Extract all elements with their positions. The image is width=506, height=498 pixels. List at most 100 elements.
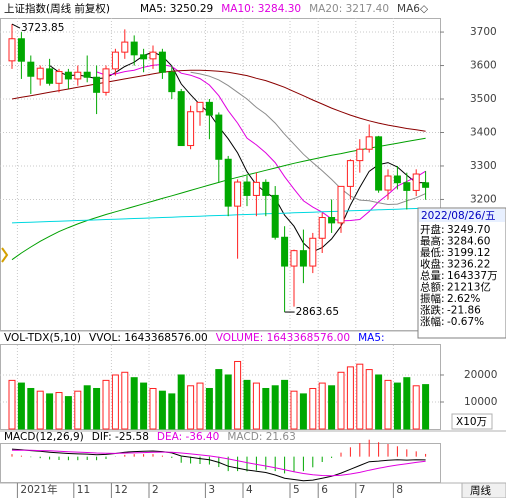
legend-entry: VVOL: 1643368576.00 xyxy=(89,332,208,344)
volume-bar xyxy=(290,390,298,430)
volume-bar xyxy=(83,385,91,430)
candle-body xyxy=(243,181,251,196)
candle-body xyxy=(93,76,101,93)
candle-body xyxy=(309,237,317,267)
y-tick-label: 3600 xyxy=(470,60,497,72)
info-value: 2.62% xyxy=(447,293,480,305)
candle-body xyxy=(27,61,35,77)
volume-bar xyxy=(346,366,354,430)
dif-line xyxy=(11,448,426,482)
ma-line xyxy=(190,71,426,206)
legend-entry: MA5: 3250.29 xyxy=(140,3,213,15)
info-date: 2022/08/26/五 xyxy=(421,210,496,222)
annotation: 3723.85 xyxy=(21,22,64,34)
x-tick-label: 6 xyxy=(321,484,328,496)
volume-bar xyxy=(337,371,345,430)
volume-bar xyxy=(234,360,242,430)
y-tick-label: 10000 xyxy=(464,396,497,408)
volume-bar xyxy=(158,390,166,430)
candle-body xyxy=(422,182,430,188)
legend-entry: DEA: -36.40 xyxy=(157,431,219,443)
legend-entry: MACD(12,26,9) xyxy=(4,431,84,443)
period-tab[interactable] xyxy=(461,482,506,498)
y-tick-label: 3700 xyxy=(470,26,497,38)
volume-bar xyxy=(46,393,54,430)
candle-body xyxy=(111,51,119,70)
volume-bar xyxy=(121,371,129,430)
info-box-frame xyxy=(417,207,506,339)
info-value: 3199.12 xyxy=(447,247,490,259)
x-tick-label: 5 xyxy=(293,484,300,496)
volume-bar xyxy=(422,384,430,430)
candle-body xyxy=(205,101,213,116)
candle-body xyxy=(177,91,185,147)
volume-bar xyxy=(55,392,63,430)
x-tick-label: 11 xyxy=(77,484,90,496)
volume-bar xyxy=(130,377,138,430)
candle-body xyxy=(17,38,25,62)
candle-body xyxy=(412,173,420,191)
x-tick-label: 3 xyxy=(208,484,215,496)
volume-bar xyxy=(215,369,223,430)
info-label: 涨跌: xyxy=(420,304,445,317)
unit-box xyxy=(451,413,493,430)
candle-body xyxy=(64,71,72,80)
candle-body xyxy=(271,194,279,238)
candle-body xyxy=(102,68,110,93)
legend: VOL-TDX(5,10) VVOL: 1643368576.00 VOLUME: … xyxy=(4,332,385,344)
volume-bar xyxy=(252,382,260,430)
legend: MA5: 3250.29 MA10: 3284.30 MA20: 3217.40 MA… xyxy=(140,3,429,15)
x-tick-label: 8 xyxy=(396,484,403,496)
info-value: -21.86 xyxy=(447,305,481,317)
volume-bar xyxy=(187,385,195,430)
candle-body xyxy=(8,38,16,62)
candle-body xyxy=(375,136,383,191)
info-label: 最高: xyxy=(420,235,445,248)
volume-bar xyxy=(140,382,148,430)
legend-entry: MACD: 21.63 xyxy=(227,431,295,443)
candle-body xyxy=(158,51,166,73)
y-tick-label: 3500 xyxy=(470,93,497,105)
candle-body xyxy=(168,71,176,93)
candle-body xyxy=(262,181,270,196)
info-value: 3249.70 xyxy=(447,224,490,236)
volume-bar xyxy=(8,379,16,430)
volume-bar xyxy=(149,387,157,430)
volume-bar xyxy=(17,382,25,430)
info-value: 3236.22 xyxy=(447,259,490,271)
x-tick-label: 2021年 xyxy=(20,483,57,496)
legend-entry: MA20: 3217.40 xyxy=(309,3,389,15)
period-tab-label[interactable]: 周线 xyxy=(470,484,491,497)
info-label: 收盘: xyxy=(420,258,445,271)
volume-bar xyxy=(356,363,364,430)
info-label: 涨幅: xyxy=(420,315,445,328)
candle-body xyxy=(252,181,260,196)
candle-body xyxy=(403,182,411,191)
volume-bar xyxy=(328,385,336,430)
info-label: 振幅: xyxy=(420,292,445,305)
x-tick-label: 7 xyxy=(359,484,366,496)
x-tick-label: 2 xyxy=(152,484,159,496)
volume-bar xyxy=(27,387,35,430)
chart-title: 上证指数(周线 前复权) xyxy=(4,2,110,15)
y-tick-label: 3300 xyxy=(470,160,497,172)
volume-bar xyxy=(365,369,373,430)
candle-body xyxy=(83,71,91,78)
scroll-left-tab[interactable] xyxy=(1,247,9,263)
volume-bar xyxy=(393,382,401,430)
candle-body xyxy=(393,175,401,184)
volume-bar xyxy=(318,382,326,430)
legend-entry: MA10: 3284.30 xyxy=(221,3,301,15)
x-tick-label: 4 xyxy=(246,484,253,496)
ma-line xyxy=(11,69,426,132)
volume-bar xyxy=(102,379,110,430)
info-value: 164337万 xyxy=(447,270,498,282)
y-tick-label: 20000 xyxy=(464,369,497,381)
info-label: 开盘: xyxy=(420,223,445,236)
volume-bar xyxy=(384,379,392,430)
volume-bar xyxy=(74,390,82,430)
legend-entry: MA6◇ xyxy=(397,3,429,15)
candle-body xyxy=(337,185,345,224)
